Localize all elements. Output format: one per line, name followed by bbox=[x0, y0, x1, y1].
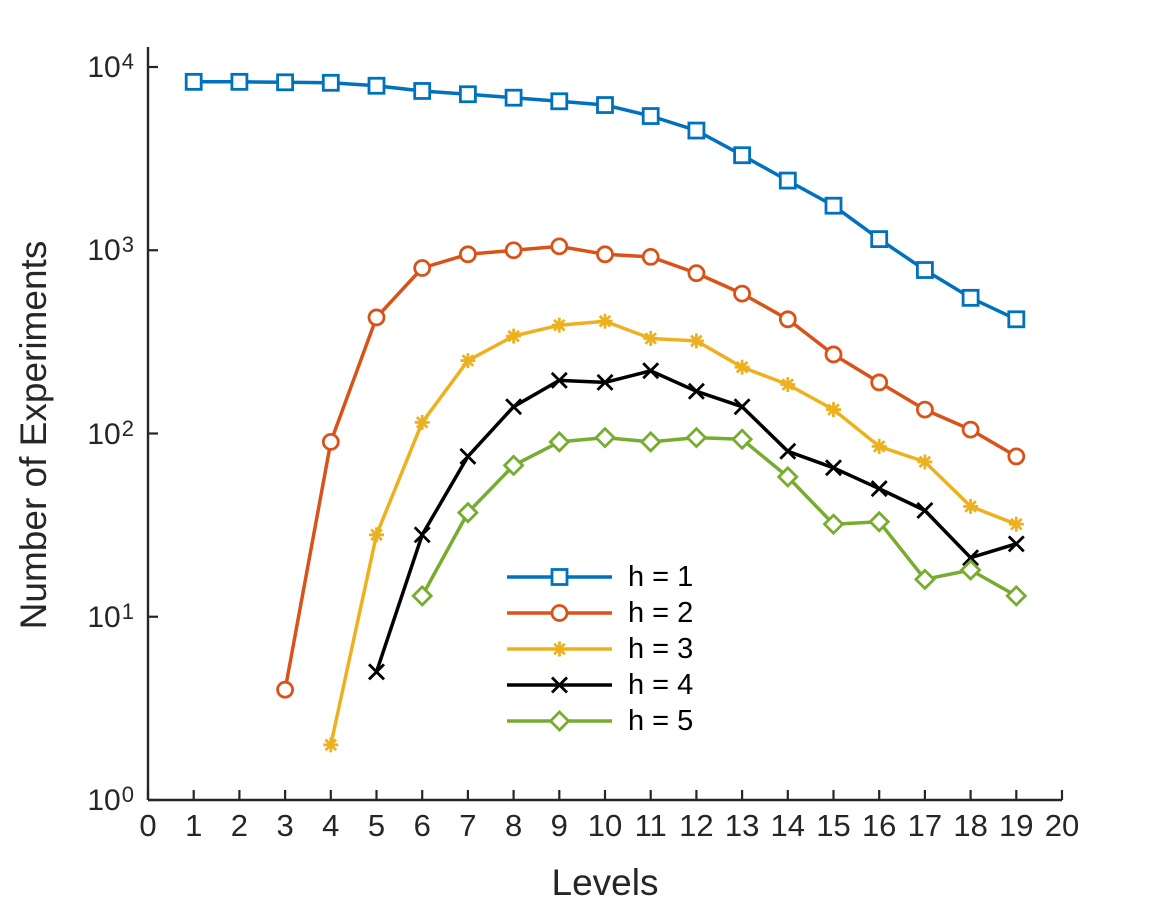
legend-label: h = 2 bbox=[628, 597, 693, 629]
series-line bbox=[420, 435, 1019, 598]
series-line bbox=[191, 80, 1019, 322]
y-axis-label: Number of Experiments bbox=[13, 240, 54, 630]
legend-label: h = 3 bbox=[628, 633, 693, 665]
legend-entry-h-2: h = 2 bbox=[507, 597, 693, 629]
legend-label: h = 5 bbox=[628, 705, 693, 737]
series-h-1 bbox=[184, 72, 1026, 329]
legend-label: h = 1 bbox=[628, 561, 693, 593]
series-h-3 bbox=[323, 313, 1024, 753]
legend-entry-h-4: h = 4 bbox=[507, 669, 693, 701]
x-axis-label: Levels bbox=[551, 862, 659, 903]
series-h-4 bbox=[368, 362, 1025, 681]
legend-entry-h-1: h = 1 bbox=[507, 561, 693, 593]
series-h-2 bbox=[276, 237, 1026, 699]
legend-label: h = 4 bbox=[628, 669, 693, 701]
series-h-5 bbox=[411, 426, 1028, 607]
legend-entry-h-3: h = 3 bbox=[507, 633, 693, 665]
series-line bbox=[329, 319, 1019, 747]
legend-entry-h-5: h = 5 bbox=[507, 705, 693, 737]
